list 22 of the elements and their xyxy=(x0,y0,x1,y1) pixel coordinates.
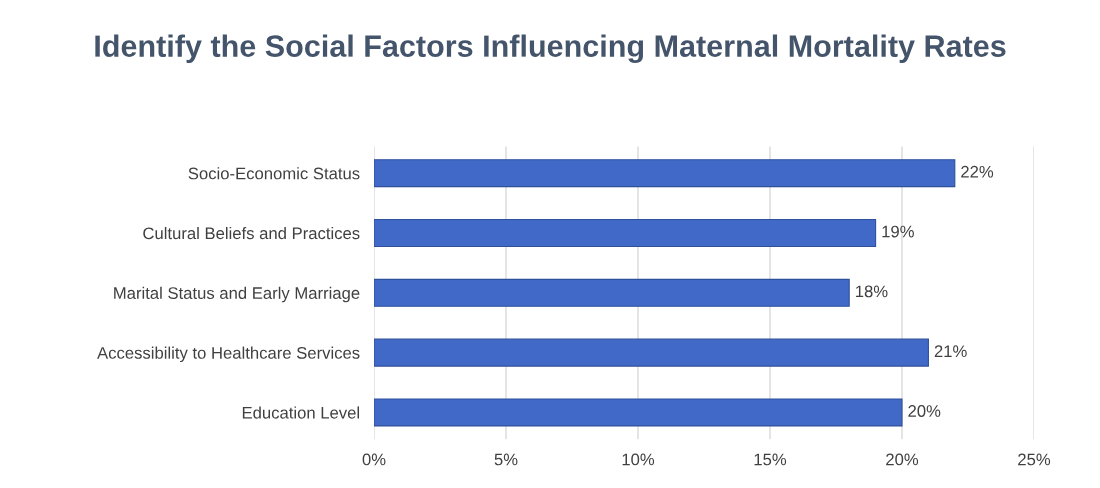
x-tick-label: 0% xyxy=(362,453,386,466)
chart-title: Identify the Social Factors Influencing Maternal Mortality Rates xyxy=(95,34,1006,64)
x-tick-label: 15% xyxy=(754,453,787,466)
bar xyxy=(374,338,929,367)
data-label: 20% xyxy=(908,405,941,417)
y-tick-label: Marital Status and Early Marriage xyxy=(114,286,360,303)
x-tick-label: 25% xyxy=(1018,453,1051,466)
data-label: 18% xyxy=(856,285,888,298)
y-tick-label: Socio-Economic Status xyxy=(188,167,360,180)
bar xyxy=(374,218,877,247)
y-tick-label: Education Level xyxy=(242,406,359,419)
bar xyxy=(374,398,903,427)
bar xyxy=(374,159,956,188)
x-tick-label: 5% xyxy=(494,453,518,466)
x-tick-label: 10% xyxy=(622,453,655,466)
data-label: 22% xyxy=(961,165,994,178)
x-tick-label: 20% xyxy=(886,453,919,466)
data-label: 21% xyxy=(934,345,967,358)
y-tick-label: Cultural Beliefs and Practices xyxy=(143,226,360,240)
data-label: 19% xyxy=(882,225,914,238)
bar xyxy=(374,278,850,307)
y-tick-label: Accessibility to Healthcare Services xyxy=(97,346,360,363)
